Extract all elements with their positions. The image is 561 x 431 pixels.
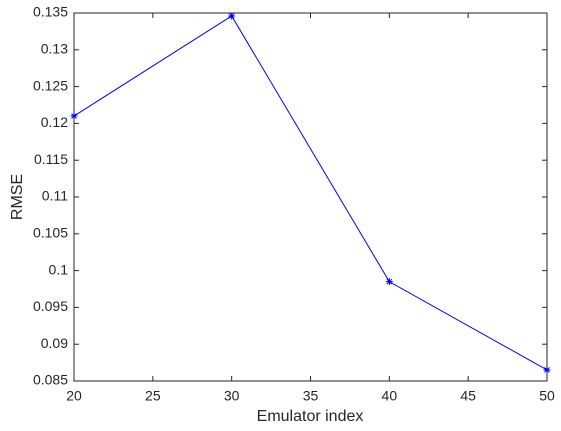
y-tick-label: 0.095 xyxy=(33,298,68,314)
y-tick-label: 0.13 xyxy=(41,41,68,57)
marker xyxy=(543,366,551,374)
y-tick-label: 0.12 xyxy=(41,114,68,130)
y-tick-label: 0.085 xyxy=(33,372,68,388)
marker xyxy=(228,12,236,20)
x-tick-label: 50 xyxy=(539,388,555,404)
axes-box xyxy=(73,12,548,382)
x-tick-label: 35 xyxy=(303,388,319,404)
y-tick-label: 0.125 xyxy=(33,77,68,93)
y-tick-label: 0.11 xyxy=(42,188,68,204)
x-tick-label: 40 xyxy=(382,388,398,404)
y-axis-label: RMSE xyxy=(9,174,26,220)
data-line xyxy=(73,15,548,371)
x-tick-label: 25 xyxy=(145,388,161,404)
y-tick-label: 0.105 xyxy=(33,225,68,241)
y-tick-label: 0.1 xyxy=(49,261,69,277)
x-tick-label: 30 xyxy=(224,388,240,404)
y-tick-label: 0.09 xyxy=(41,335,68,351)
marker xyxy=(70,112,78,120)
marker xyxy=(385,278,393,286)
y-tick-label: 0.115 xyxy=(34,151,68,167)
x-tick-label: 45 xyxy=(460,388,476,404)
y-tick-label: 0.135 xyxy=(33,4,68,20)
x-axis-label: Emulator index xyxy=(257,408,364,425)
x-tick-label: 20 xyxy=(66,388,82,404)
